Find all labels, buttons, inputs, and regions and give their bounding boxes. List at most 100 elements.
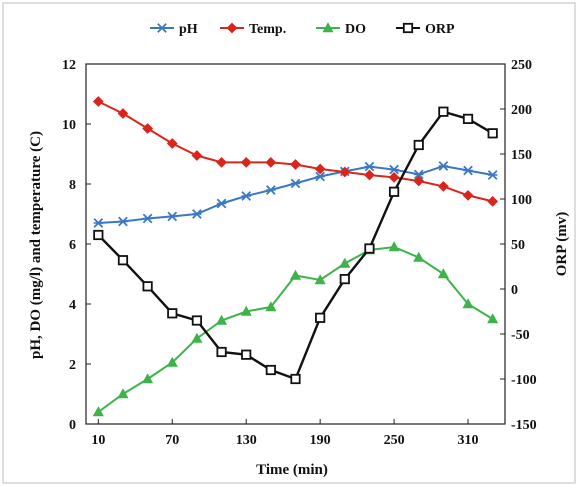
temp-point: [437, 180, 449, 192]
orp-line: [97, 110, 494, 381]
orp-point: [117, 255, 129, 266]
orp-point: [462, 113, 474, 124]
orp-point: [167, 308, 178, 319]
temp-point: [191, 150, 203, 161]
x-tick-label: 310: [458, 433, 479, 448]
do-point: [339, 257, 351, 268]
plot-frame: [85, 63, 506, 425]
ph-point: [463, 165, 473, 176]
y-axis-title: pH, DO (mg/l) and temperature (C): [28, 131, 44, 359]
legend-item-temp: Temp.: [220, 22, 286, 37]
legend-item-orp: ORP: [396, 22, 455, 37]
temp-point: [339, 166, 351, 178]
legend-marker: [402, 22, 414, 34]
temp-line: [97, 100, 493, 203]
temp-point: [487, 195, 499, 207]
legend-label: DO: [345, 22, 366, 37]
temp-point: [142, 123, 154, 134]
y2-tick-label: 200: [511, 103, 532, 118]
do-point: [265, 301, 277, 312]
temp-point: [314, 163, 326, 175]
do-point: [487, 313, 499, 324]
legend-marker: [157, 23, 167, 33]
series-area: [92, 96, 499, 417]
orp-point: [413, 139, 424, 151]
ph-point: [290, 178, 301, 189]
temp-point: [413, 175, 425, 187]
legend-label: pH: [179, 22, 198, 37]
ph-point: [118, 216, 128, 227]
legend: pH Temp. DO ORP: [150, 22, 455, 37]
orp-point: [388, 186, 400, 197]
do-point: [240, 305, 252, 316]
y2-tick-label: -50: [511, 328, 530, 343]
do-point: [117, 388, 129, 399]
ph-point: [241, 191, 252, 201]
orp-point: [191, 315, 203, 326]
ph-point: [413, 169, 424, 180]
do-point: [314, 274, 326, 285]
y2-axis-title: ORP (mv): [554, 212, 570, 277]
x-tick-label: 190: [310, 433, 331, 448]
do-point: [216, 314, 228, 325]
ph-point: [487, 170, 498, 180]
temp-point: [166, 138, 178, 149]
legend-marker: [322, 22, 334, 33]
series-temp: [92, 96, 499, 207]
ph-point: [438, 161, 449, 171]
x-tick-label: 130: [236, 433, 257, 448]
y-tick-label: 0: [69, 418, 76, 433]
ph-point: [315, 171, 325, 182]
temp-point: [462, 189, 474, 201]
temp-point: [364, 169, 375, 181]
orp-point: [339, 273, 350, 285]
orp-point: [290, 373, 301, 385]
do-point: [437, 268, 449, 279]
orp-point: [364, 243, 375, 254]
do-point: [413, 251, 425, 262]
x-axis-title: Time (min): [256, 462, 328, 478]
ph-point: [192, 209, 202, 219]
series-do: [92, 241, 499, 417]
ph-point: [266, 185, 276, 195]
ph-point: [364, 161, 375, 172]
ph-point: [142, 213, 153, 224]
y2-tick-label: 150: [511, 148, 532, 163]
temp-point: [216, 156, 227, 168]
axes: 0 2 4 6 8 10 12 -150 -100 -50 0 50 100 150 200 250 10 70 1…: [62, 58, 537, 448]
orp-point: [216, 346, 227, 358]
x-tick-label: 70: [165, 433, 179, 448]
y-tick-label: 10: [62, 118, 76, 133]
orp-point: [315, 312, 326, 323]
y-tick-label: 6: [69, 238, 76, 253]
y2-tick-label: -100: [511, 373, 537, 388]
legend-item-ph: pH: [150, 22, 198, 37]
ph-point: [167, 211, 178, 222]
y2-tick-label: 100: [511, 193, 532, 208]
ph-point: [389, 164, 399, 175]
y2-tick-label: -150: [511, 418, 537, 433]
series-ph: [93, 161, 498, 228]
do-point: [289, 269, 302, 280]
y2-tick-label: 0: [511, 283, 518, 298]
series-orp: [93, 106, 498, 385]
orp-point: [241, 349, 252, 360]
temp-point: [290, 159, 301, 170]
y-tick-label: 2: [69, 358, 76, 373]
orp-point: [93, 229, 104, 241]
orp-point: [438, 106, 449, 117]
orp-point: [487, 128, 498, 139]
temp-point: [265, 156, 277, 168]
ph-line: [98, 164, 493, 224]
temp-point: [92, 96, 104, 107]
orp-point: [142, 281, 153, 292]
y-tick-label: 8: [69, 178, 76, 193]
x-tick-label: 250: [384, 433, 405, 448]
legend-marker: [226, 22, 238, 34]
y2-tick-label: 50: [511, 238, 525, 253]
temp-point: [388, 171, 400, 183]
legend-label: ORP: [425, 22, 455, 37]
y-tick-label: 4: [69, 298, 76, 313]
